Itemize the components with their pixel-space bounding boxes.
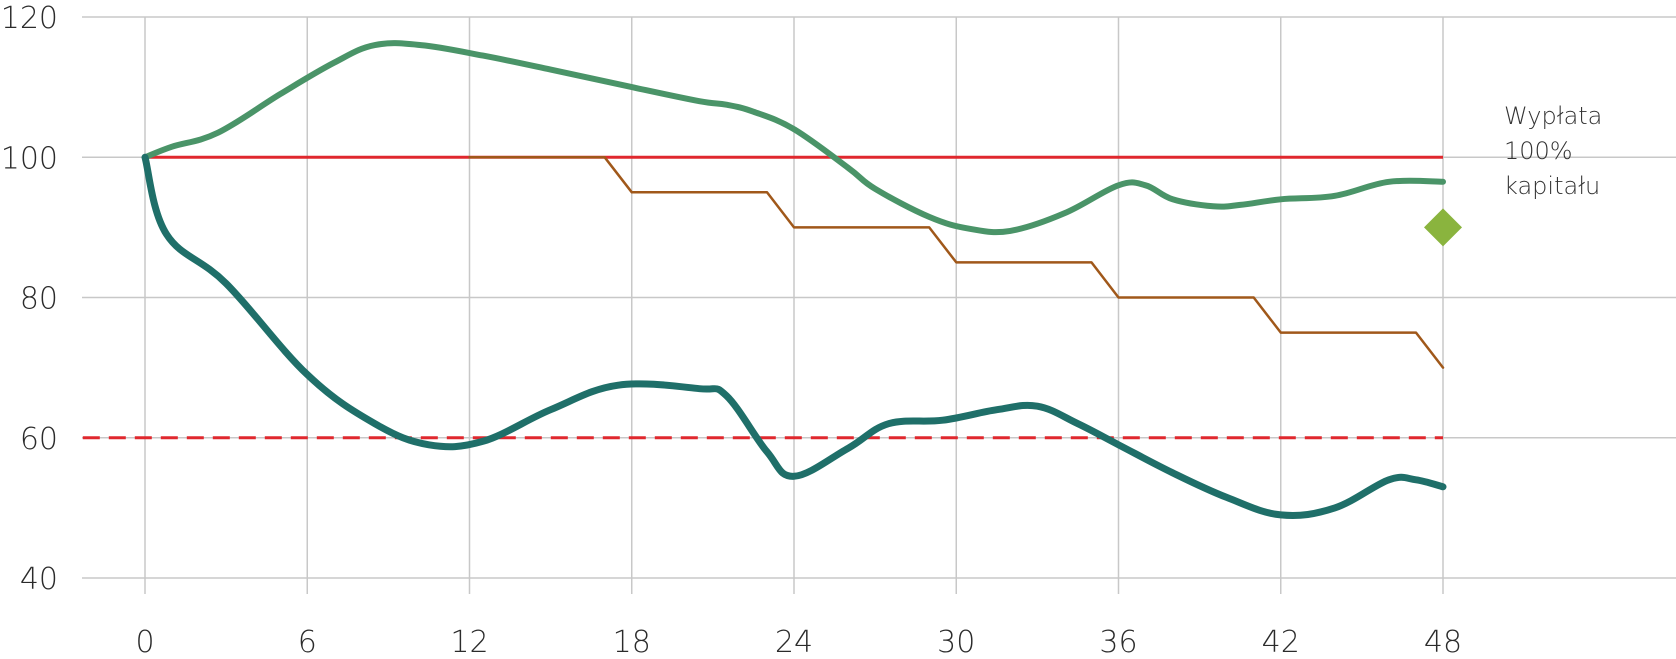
y-tick-label-40: 40: [20, 562, 58, 597]
x-tick-label-6: 6: [298, 625, 317, 659]
series-line-1: [142, 40, 1446, 236]
y-tick-label-100: 100: [1, 141, 58, 176]
x-tick-label-12: 12: [450, 625, 488, 659]
x-tick-label-24: 24: [775, 625, 813, 659]
x-axis-ticks: 0 6 12 18 24 30 36 42 48: [135, 625, 1462, 659]
grid: [82, 16, 1676, 594]
reference-lines: [82, 155, 1443, 440]
y-axis-ticks: 40 60 80 100 120: [1, 1, 58, 597]
annotation-line-1: Wypłata: [1504, 102, 1602, 130]
x-tick-label-30: 30: [937, 625, 975, 659]
x-tick-label-36: 36: [1099, 625, 1137, 659]
payout-diamond-marker: [1424, 208, 1462, 247]
y-tick-label-120: 120: [1, 1, 58, 36]
y-tick-label-60: 60: [20, 422, 58, 457]
x-tick-label-48: 48: [1424, 625, 1462, 659]
payout-annotation: Wypłata 100% kapitału: [1504, 102, 1602, 200]
series-line-2: [141, 153, 1447, 519]
x-tick-label-0: 0: [135, 625, 154, 659]
x-tick-label-18: 18: [613, 625, 651, 659]
series-line-3: [468, 156, 1445, 369]
series-group: [141, 40, 1447, 519]
markers: [1424, 208, 1462, 247]
y-tick-label-80: 80: [20, 282, 58, 317]
annotation-line-3: kapitału: [1504, 172, 1600, 200]
x-tick-label-42: 42: [1262, 625, 1300, 659]
annotation-line-2: 100%: [1504, 137, 1573, 165]
